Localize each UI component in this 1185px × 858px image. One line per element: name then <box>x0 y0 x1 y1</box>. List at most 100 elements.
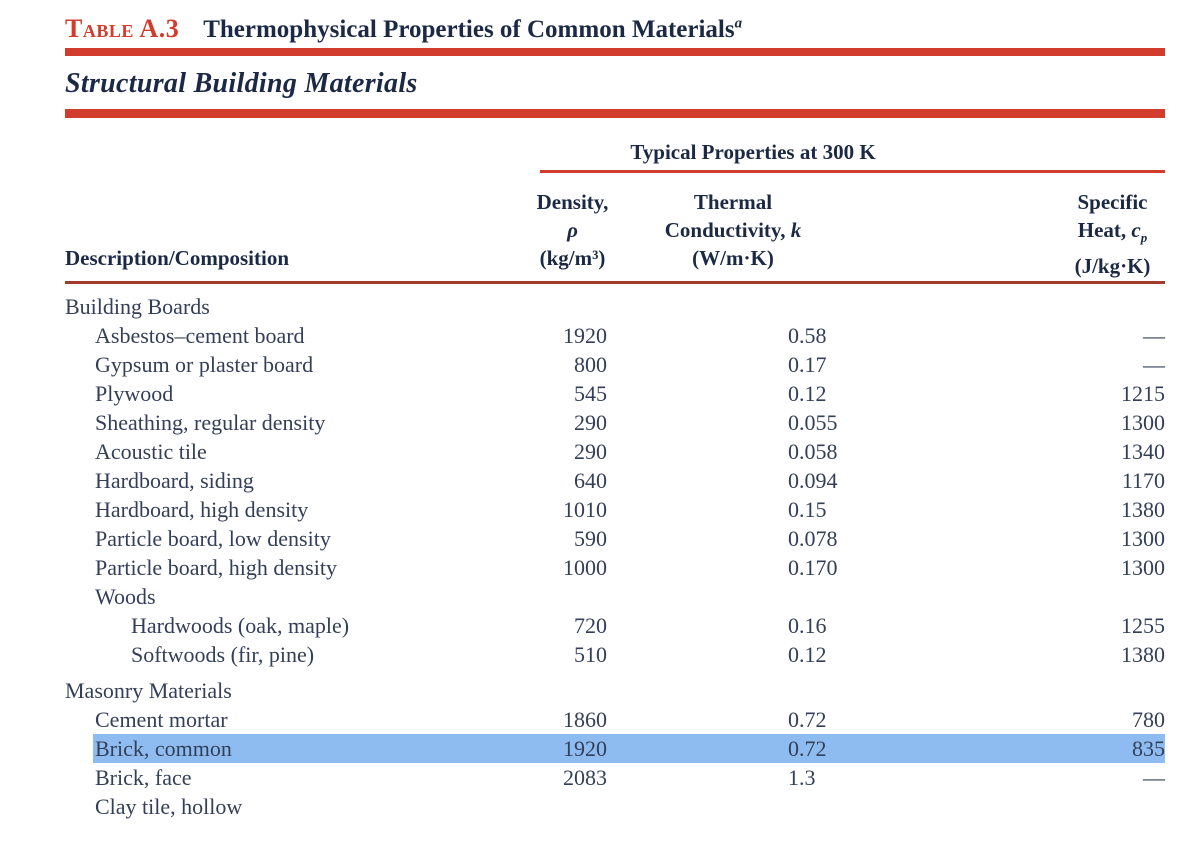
column-header-specific-heat: Specific Heat, cp (J/kg·K) <box>1074 190 1151 279</box>
row-label: Asbestos–cement board <box>95 323 305 348</box>
table-row: Hardboard, siding 640 0.094 1170 <box>65 466 1165 495</box>
cell-density <box>505 792 607 821</box>
row-label: Clay tile, hollow <box>95 794 243 819</box>
table-title: Table A.3 Thermophysical Properties of Co… <box>65 14 742 44</box>
table-section-row: Building Boards <box>65 292 1165 321</box>
row-label: Brick, common <box>95 736 232 761</box>
cell-density: 590 <box>574 526 607 551</box>
cell-thermal-conductivity: 0.058 <box>788 439 838 464</box>
cp-symbol: c <box>1131 218 1141 242</box>
cell-specific-heat: 1380 <box>1121 642 1165 667</box>
cell-thermal-conductivity: 0.12 <box>788 642 827 667</box>
cell-specific-heat: 1380 <box>1121 497 1165 522</box>
row-label: Masonry Materials <box>65 678 232 703</box>
cell-specific-heat: — <box>1143 352 1165 377</box>
cell-density <box>505 676 607 705</box>
row-label: Hardwoods (oak, maple) <box>131 613 350 638</box>
cell-density: 1860 <box>563 707 607 732</box>
cell-thermal-conductivity <box>607 582 967 611</box>
row-label: Softwoods (fir, pine) <box>131 642 315 667</box>
cell-density <box>505 292 607 321</box>
cell-density: 640 <box>574 468 607 493</box>
footnote-marker: a <box>734 15 743 32</box>
red-rule-under-group-header <box>540 170 1165 173</box>
cell-thermal-conductivity <box>607 292 967 321</box>
cell-specific-heat <box>967 292 1165 321</box>
cell-thermal-conductivity: 0.72 <box>788 707 827 732</box>
row-label: Plywood <box>95 381 174 406</box>
row-label: Acoustic tile <box>95 439 207 464</box>
cell-specific-heat: — <box>1143 765 1165 790</box>
rho-symbol: ρ <box>567 218 578 242</box>
table-row: Clay tile, hollow <box>65 792 1165 821</box>
cell-specific-heat <box>967 582 1165 611</box>
row-label: Woods <box>95 584 156 609</box>
cell-density: 290 <box>574 439 607 464</box>
column-header-density: Density, ρ (kg/m³) <box>520 188 625 272</box>
row-label: Sheathing, regular density <box>95 410 326 435</box>
cell-specific-heat: 1170 <box>1121 468 1165 493</box>
row-label: Brick, face <box>95 765 192 790</box>
row-label: Particle board, low density <box>95 526 331 551</box>
cell-thermal-conductivity: 0.12 <box>788 381 827 406</box>
cell-density: 1920 <box>563 323 607 348</box>
cell-density: 290 <box>574 410 607 435</box>
cell-thermal-conductivity: 0.055 <box>788 410 838 435</box>
table-section-row: Woods <box>65 582 1165 611</box>
table-row: Asbestos–cement board 1920 0.58 — <box>65 321 1165 350</box>
table-row: Particle board, high density 1000 0.170 130… <box>65 553 1165 582</box>
cell-density: 545 <box>574 381 607 406</box>
column-header-description: Description/Composition <box>65 246 290 270</box>
row-label: Hardboard, siding <box>95 468 254 493</box>
cell-density: 2083 <box>563 765 607 790</box>
red-rule-under-title <box>65 48 1165 56</box>
cell-specific-heat <box>967 676 1165 705</box>
k-symbol: k <box>790 218 802 242</box>
table-body: Building Boards Asbestos–cement board 1920… <box>65 292 1165 821</box>
cell-density: 720 <box>574 613 607 638</box>
cell-specific-heat: 1255 <box>1121 613 1165 638</box>
cell-thermal-conductivity <box>607 676 967 705</box>
red-rule-under-section <box>65 109 1165 118</box>
cell-density: 1000 <box>563 555 607 580</box>
table-number-label: Table A.3 <box>65 14 180 43</box>
cell-specific-heat: 1340 <box>1121 439 1165 464</box>
cell-density: 800 <box>574 352 607 377</box>
cell-thermal-conductivity: 0.078 <box>788 526 838 551</box>
cell-specific-heat: 1215 <box>1121 381 1165 406</box>
table-row: Softwoods (fir, pine) 510 0.12 1380 <box>65 640 1165 669</box>
table-row: Hardboard, high density 1010 0.15 1380 <box>65 495 1165 524</box>
cell-specific-heat: — <box>1143 323 1165 348</box>
table-row-highlighted: Brick, common 1920 0.72 835 <box>65 734 1165 763</box>
row-label: Building Boards <box>65 294 210 319</box>
table-row: Acoustic tile 290 0.058 1340 <box>65 437 1165 466</box>
cell-density <box>505 582 607 611</box>
cell-thermal-conductivity: 0.17 <box>788 352 827 377</box>
rule-under-column-headers <box>65 281 1165 284</box>
cell-thermal-conductivity: 0.16 <box>788 613 827 638</box>
table-row: Sheathing, regular density 290 0.055 1300 <box>65 408 1165 437</box>
table-row: Gypsum or plaster board 800 0.17 — <box>65 350 1165 379</box>
table-row: Particle board, low density 590 0.078 1300 <box>65 524 1165 553</box>
cell-specific-heat: 780 <box>1132 707 1165 732</box>
cell-thermal-conductivity: 0.72 <box>788 736 827 761</box>
cell-thermal-conductivity: 0.094 <box>788 468 838 493</box>
table-row: Plywood 545 0.12 1215 <box>65 379 1165 408</box>
table-row: Cement mortar 1860 0.72 780 <box>65 705 1165 734</box>
cell-thermal-conductivity: 0.58 <box>788 323 827 348</box>
cell-specific-heat: 835 <box>1132 736 1165 761</box>
table-title-text: Thermophysical Properties of Common Mate… <box>203 15 743 43</box>
cell-specific-heat <box>967 792 1165 821</box>
cell-thermal-conductivity: 1.3 <box>788 765 816 790</box>
cell-density: 510 <box>574 642 607 667</box>
cell-thermal-conductivity: 0.15 <box>788 497 827 522</box>
row-label: Cement mortar <box>95 707 228 732</box>
cell-specific-heat: 1300 <box>1121 555 1165 580</box>
cell-thermal-conductivity <box>607 792 967 821</box>
row-label: Gypsum or plaster board <box>95 352 314 377</box>
column-header-thermal-conductivity: Thermal Conductivity, k (W/m·K) <box>664 190 802 270</box>
group-column-header: Typical Properties at 300 K <box>630 140 876 164</box>
cp-subscript: p <box>1140 230 1148 246</box>
section-title: Structural Building Materials <box>65 68 418 99</box>
